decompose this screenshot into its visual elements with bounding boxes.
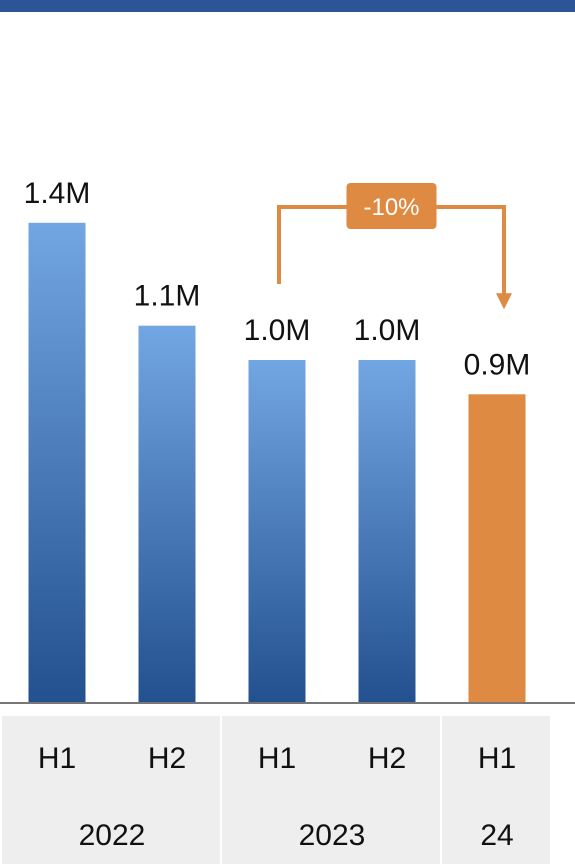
top-rule — [0, 0, 575, 12]
x-tick-label: H1 — [38, 742, 76, 775]
bar — [138, 325, 196, 703]
callout-arrowhead — [496, 293, 512, 310]
bar — [248, 360, 306, 703]
data-label: 0.9M — [464, 348, 531, 381]
x-group-label: 2022 — [79, 819, 146, 852]
x-tick-label: H1 — [258, 742, 296, 775]
x-group-label: 24 — [480, 819, 513, 852]
bar — [468, 394, 526, 703]
x-group-label: 2023 — [299, 819, 366, 852]
data-label: 1.4M — [24, 177, 91, 210]
data-label: 1.0M — [354, 314, 421, 347]
label-band — [222, 716, 440, 864]
callout-label: -10% — [363, 194, 419, 221]
x-tick-label: H2 — [368, 742, 406, 775]
callout-box — [346, 183, 437, 229]
x-tick-label: H1 — [478, 742, 516, 775]
label-band — [2, 716, 220, 864]
x-tick-label: H2 — [148, 742, 186, 775]
data-label: 1.1M — [134, 280, 201, 313]
data-label: 1.0M — [244, 314, 311, 347]
bar — [28, 222, 86, 704]
bar — [358, 360, 416, 703]
label-band — [442, 716, 550, 864]
